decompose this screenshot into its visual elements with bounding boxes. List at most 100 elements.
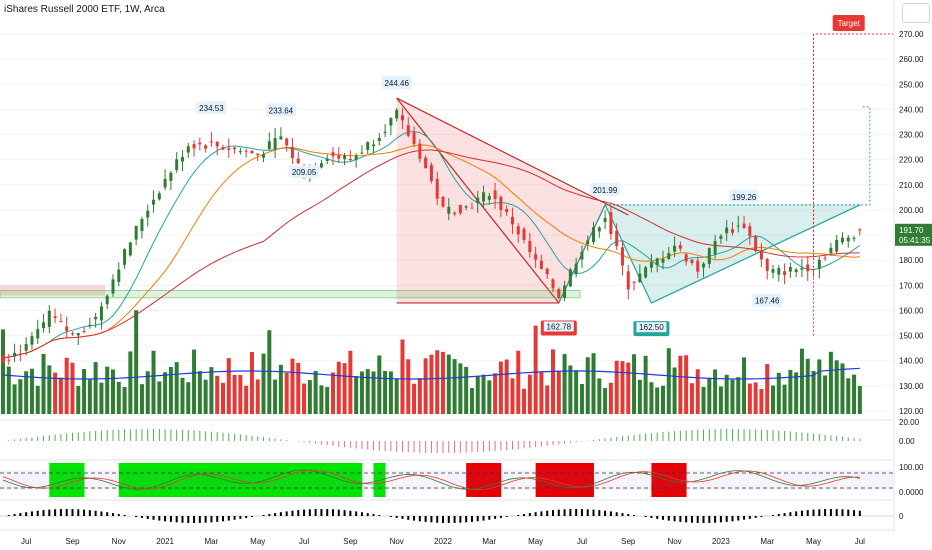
price-tick: 250.00 [899, 80, 924, 89]
volume-bar [325, 387, 330, 414]
volume-bar [551, 349, 555, 414]
candle-body [256, 153, 260, 156]
volume-bar [655, 387, 660, 414]
osc-bar [413, 516, 416, 521]
volume-bar [377, 355, 382, 414]
osc-bar [748, 516, 751, 519]
osc-bar [800, 510, 803, 516]
osc-bar [297, 510, 300, 516]
volume-bar [799, 348, 804, 414]
candle-body [215, 141, 219, 147]
time-tick: 2021 [156, 537, 174, 546]
price-label-bg [265, 103, 296, 117]
pane-tick: 0 [899, 512, 904, 521]
osc-bar [94, 510, 97, 516]
candle-body [157, 193, 161, 200]
osc-bar [326, 509, 329, 516]
candle-body [458, 204, 462, 213]
osc-bar [685, 516, 688, 523]
volume-bar [435, 350, 440, 414]
candle-body [678, 245, 682, 249]
osc-bar [447, 516, 450, 523]
osc-bar [470, 516, 473, 522]
osc-bar [222, 516, 224, 522]
candle-body [702, 263, 706, 268]
osc-bar [754, 516, 757, 518]
candle-body [233, 147, 237, 150]
osc-bar [210, 516, 213, 523]
volume-bar [417, 378, 422, 414]
osc-bar [7, 515, 10, 516]
volume-bar [695, 369, 700, 414]
volume-bar [319, 385, 324, 414]
volume-bar [608, 382, 613, 414]
osc-bar [112, 513, 114, 516]
time-tick: Nov [112, 537, 126, 546]
candle-body [42, 322, 46, 329]
candle-body [858, 229, 862, 231]
candle-body [82, 331, 86, 333]
osc-bar [476, 516, 479, 522]
candle-body [510, 216, 514, 225]
volume-bar [238, 374, 243, 414]
candle-body [783, 271, 787, 275]
candle-body [649, 262, 653, 268]
annotations: 234.53 233.64 209.05 244.46 201.99 199.26 167.… [196, 15, 865, 337]
candle-body [418, 143, 422, 159]
volume-bar [649, 382, 654, 414]
volume-bar [226, 358, 231, 414]
candle-body [545, 268, 549, 275]
osc-bar [204, 516, 207, 523]
osc-bar [806, 510, 809, 516]
candle-body [482, 192, 486, 202]
target-label: Target [838, 19, 861, 28]
candle-body [383, 131, 387, 133]
price-axis[interactable]: 270.00 260.00 250.00 240.00 230.00 220.00 210.… [893, 0, 932, 532]
osc-bar [337, 509, 340, 516]
volume-bar [846, 378, 851, 414]
osc-bar [216, 516, 219, 522]
volume-bar [429, 354, 434, 414]
candle-body [238, 151, 242, 153]
osc-bar [83, 509, 86, 516]
candle-body [765, 259, 769, 271]
candle-body [279, 136, 283, 140]
time-tick: Sep [621, 537, 636, 546]
settings-icon[interactable] [902, 3, 930, 23]
candle-body [319, 163, 323, 168]
candle-body [574, 263, 578, 275]
volume-bar [840, 363, 845, 414]
volume-bars [1, 310, 862, 414]
stoch-zone [373, 463, 386, 497]
candle-body [626, 271, 630, 290]
osc-bar [719, 516, 722, 523]
candle-body [464, 206, 468, 208]
time-axis[interactable]: Jul Sep Nov 2021 Mar May Jul Sep Nov 2022 Mar May Ju… [21, 537, 865, 546]
osc-bar [598, 510, 601, 516]
price-tick: 160.00 [899, 306, 924, 315]
osc-bar [783, 513, 786, 516]
candle-body [337, 154, 341, 159]
volume-bar [273, 379, 278, 414]
candle-body [592, 227, 596, 243]
volume-bar [365, 369, 370, 414]
candle-body [852, 237, 856, 240]
candle-body [117, 269, 121, 282]
candle-body [713, 241, 717, 255]
time-tick: Jul [299, 537, 309, 546]
osc-bar [140, 516, 143, 518]
volume-bar [342, 363, 347, 414]
current-price-badge [895, 223, 932, 246]
volume-bar [64, 357, 69, 414]
pane-tick: 100.00 [899, 463, 924, 472]
price-label: 233.64 [269, 106, 294, 115]
osc-bar [274, 513, 277, 516]
time-tick: Sep [65, 537, 80, 546]
time-tick: Sep [343, 537, 358, 546]
osc-bar [106, 512, 109, 516]
volume-bar [76, 385, 81, 414]
volume-bar [713, 369, 718, 414]
time-tick: Jul [577, 537, 587, 546]
osc-bar [164, 516, 167, 522]
